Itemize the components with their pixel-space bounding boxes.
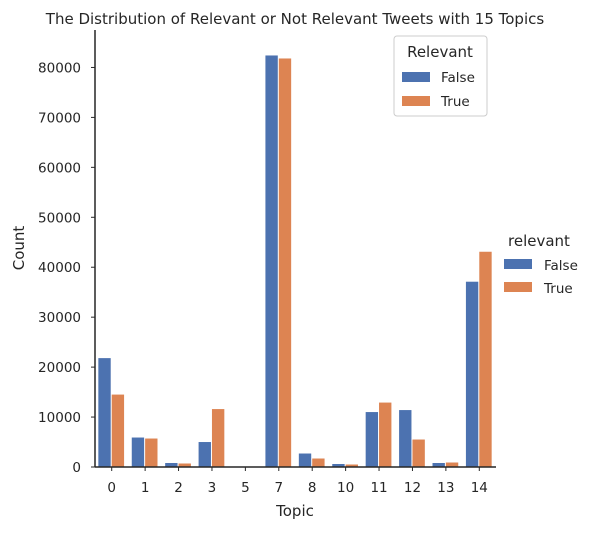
legend-outer-label-false: False: [544, 258, 578, 274]
y-tick-label: 70000: [38, 110, 81, 126]
bar-topic-8-true: [312, 458, 325, 467]
bar-topic-3-true: [211, 409, 225, 467]
x-ticks-group: 0 1 2 3 5 7 8 10 11 12 13 14: [107, 467, 488, 496]
legend-inner-swatch-true: [402, 96, 430, 106]
x-tick-label: 7: [274, 480, 283, 496]
bar-topic-12-false: [399, 410, 412, 467]
bar-topic-14-true: [479, 251, 492, 467]
bar-topic-2-false: [165, 463, 178, 467]
y-tick-label: 30000: [38, 310, 81, 326]
chart-title: The Distribution of Relevant or Not Rele…: [45, 10, 545, 28]
y-tick-label: 60000: [38, 160, 81, 176]
bar-topic-11-false: [365, 412, 379, 467]
x-tick-label: 0: [107, 480, 116, 496]
bar-topic-1-false: [131, 437, 145, 467]
y-tick-label: 50000: [38, 210, 81, 226]
bar-topic-14-false: [465, 281, 479, 467]
bar-topic-0-false: [98, 358, 111, 467]
bar-topic-10-true: [345, 464, 358, 467]
legend-outer-swatch-false: [504, 259, 532, 269]
bar-topic-2-true: [178, 463, 191, 467]
x-tick-label: 3: [208, 480, 217, 496]
bar-topic-1-true: [145, 438, 158, 467]
bars-group: [98, 55, 492, 467]
bar-topic-11-true: [379, 402, 392, 467]
bar-topic-13-true: [445, 462, 459, 467]
bar-topic-7-true: [278, 58, 292, 467]
x-tick-label: 13: [437, 480, 454, 496]
x-tick-label: 8: [308, 480, 317, 496]
legend-inner: Relevant False True: [393, 35, 488, 117]
legend-inner-title: Relevant: [407, 43, 473, 61]
bar-topic-8-false: [298, 453, 312, 467]
legend-outer-title: relevant: [508, 232, 570, 250]
legend-outer-label-true: True: [543, 281, 573, 297]
legend-outer-swatch-true: [504, 282, 532, 292]
y-tick-label: 20000: [38, 360, 81, 376]
y-tick-label: 80000: [38, 60, 81, 76]
y-tick-label: 40000: [38, 260, 81, 276]
x-tick-label: 12: [404, 480, 421, 496]
y-tick-label: 0: [72, 460, 81, 476]
x-tick-label: 1: [141, 480, 150, 496]
bar-topic-12-true: [412, 439, 425, 467]
y-axis-label: Count: [10, 226, 28, 271]
x-tick-label: 14: [471, 480, 488, 496]
bar-topic-10-false: [332, 464, 345, 467]
x-tick-label: 5: [241, 480, 250, 496]
bar-topic-3-false: [198, 442, 211, 467]
legend-outer: relevant False True: [504, 232, 578, 297]
legend-inner-label-true: True: [440, 94, 470, 110]
legend-inner-swatch-false: [402, 72, 430, 82]
y-ticks-group: 0 10000 20000 30000 40000 50000 60000 70000 8000…: [38, 60, 95, 476]
x-tick-label: 10: [337, 480, 354, 496]
y-tick-label: 10000: [38, 410, 81, 426]
legend-inner-label-false: False: [441, 70, 475, 86]
bar-topic-13-false: [432, 463, 445, 467]
bar-topic-7-false: [265, 55, 278, 467]
bar-topic-0-true: [111, 394, 125, 467]
x-tick-label: 11: [370, 480, 387, 496]
x-axis-label: Topic: [275, 502, 314, 520]
x-tick-label: 2: [174, 480, 183, 496]
